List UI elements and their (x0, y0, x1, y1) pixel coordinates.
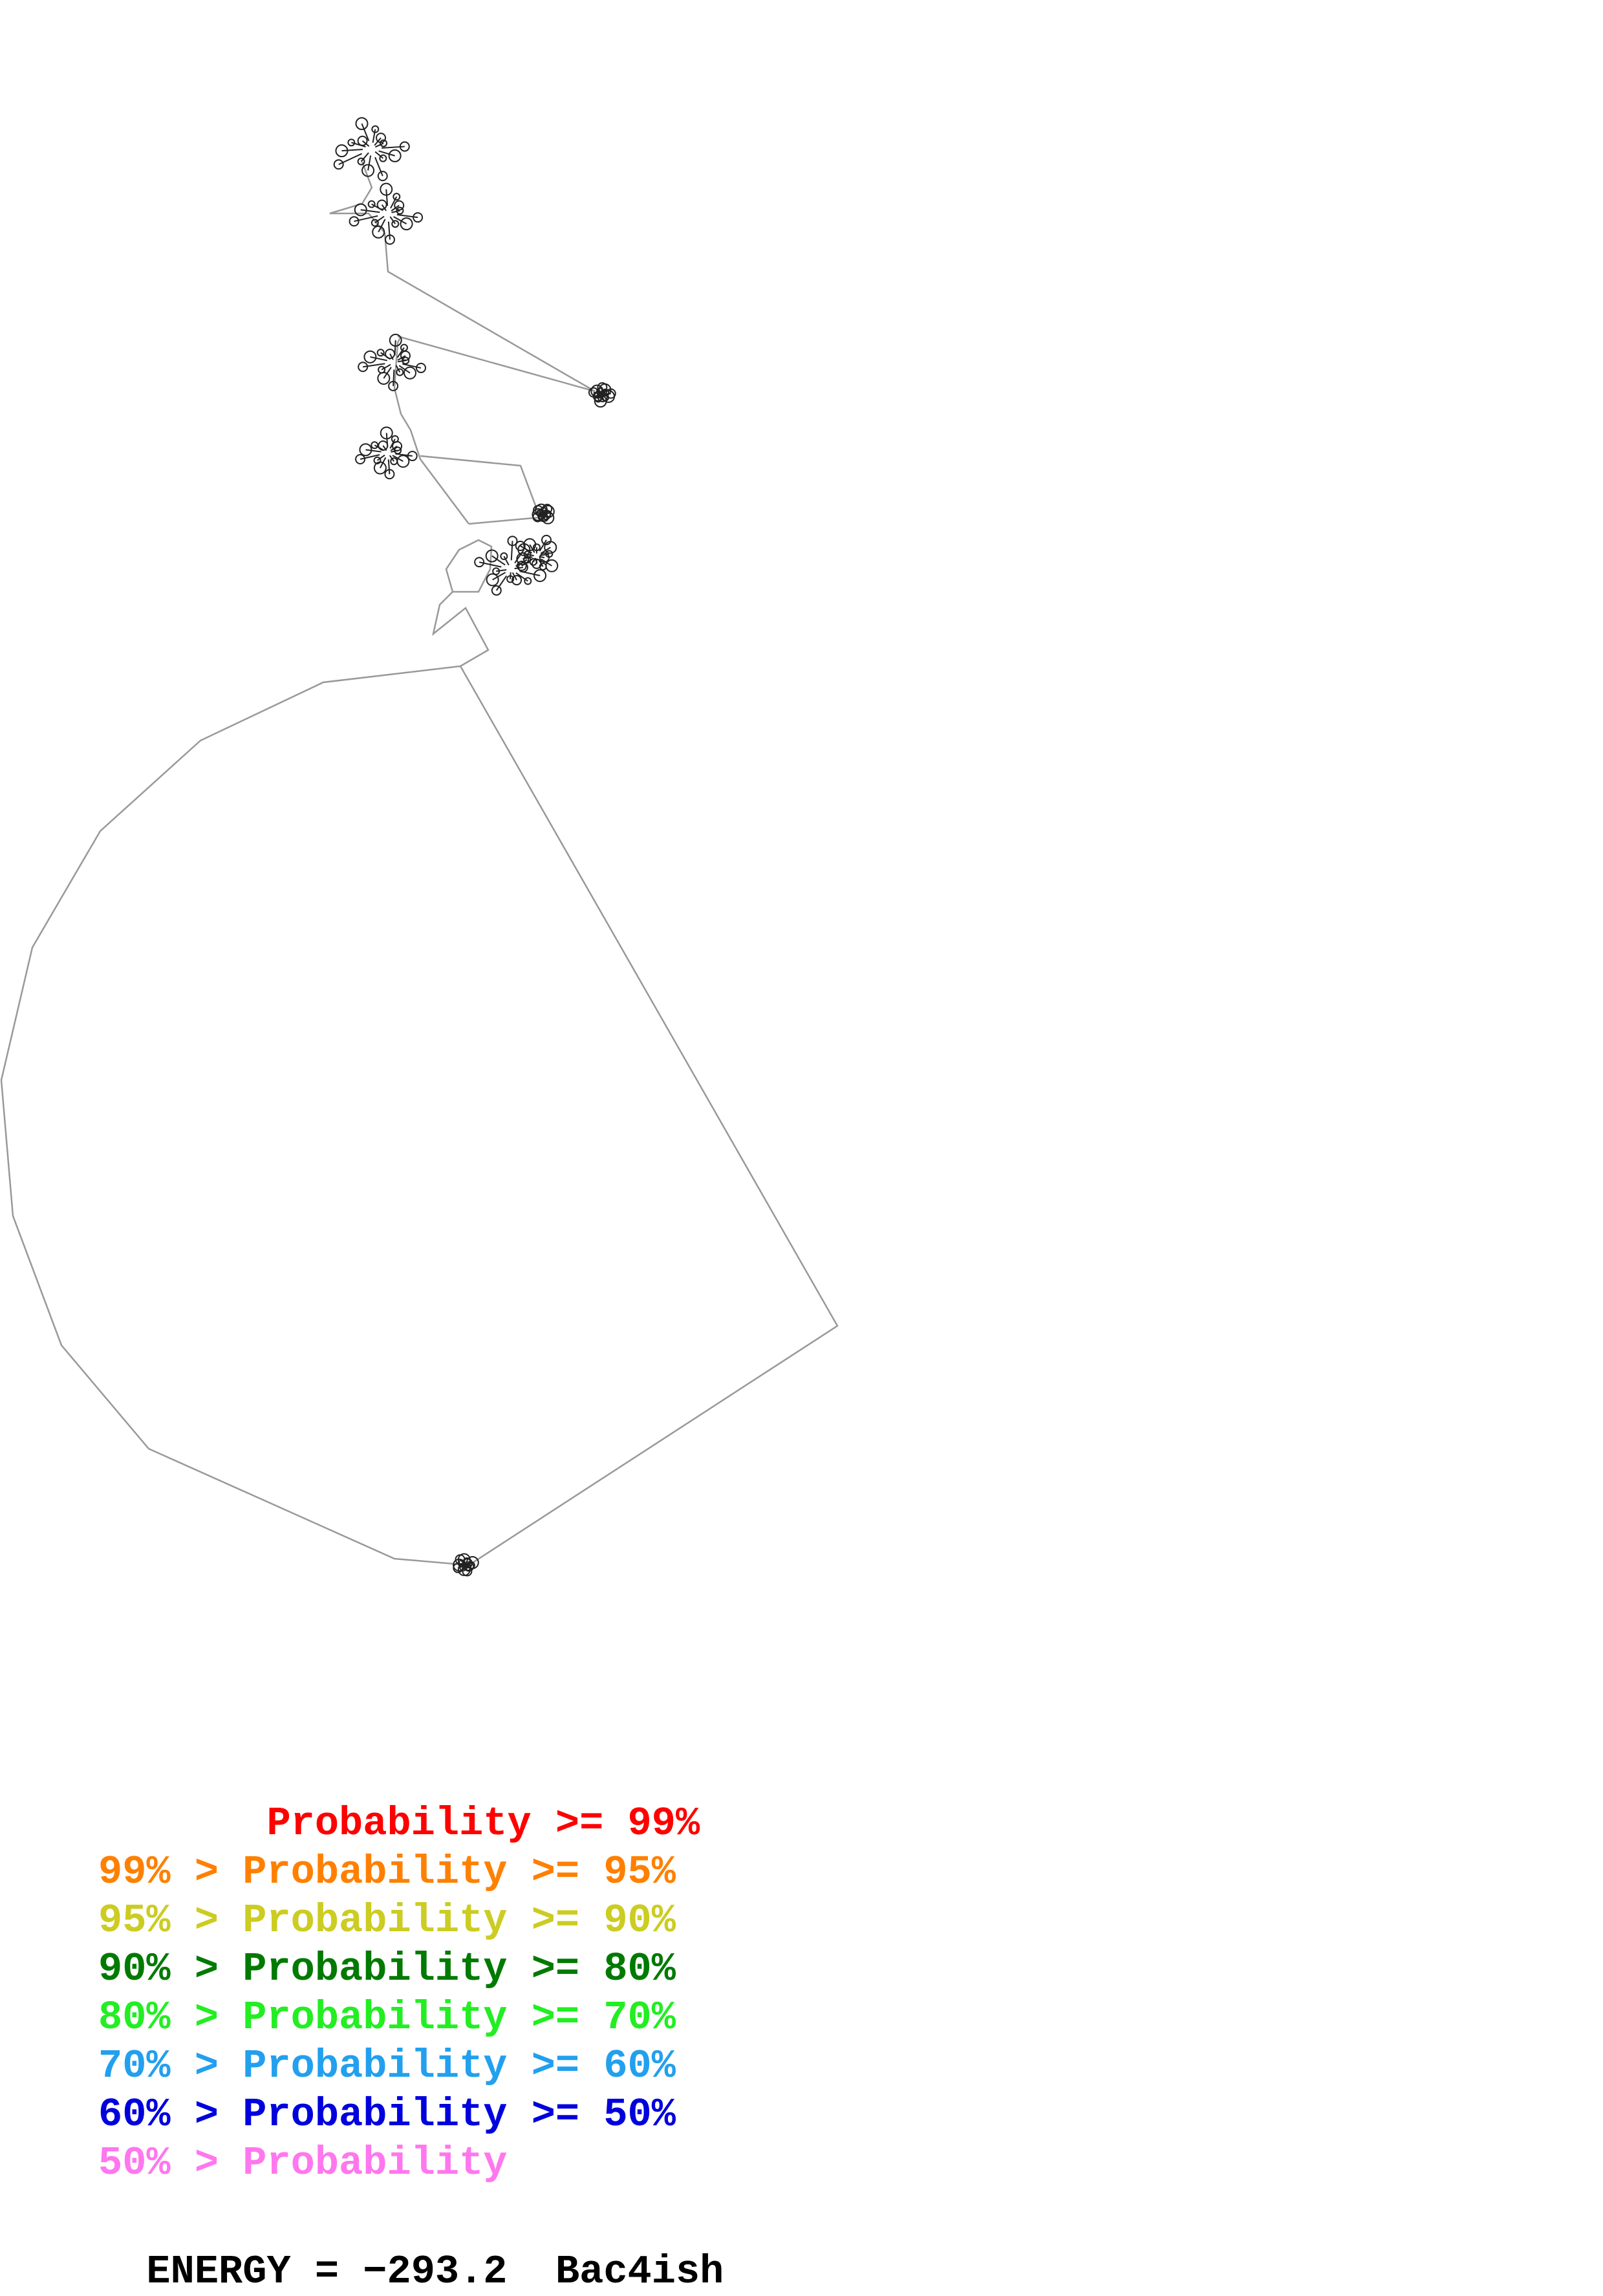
helix-stem-12 (361, 153, 369, 162)
helix-stem-28 (392, 211, 400, 213)
rna-bases (334, 118, 616, 1576)
helix-stem-92 (389, 459, 390, 474)
structure-name: Bac4ish (555, 2249, 724, 2295)
helix-stem-136 (516, 573, 528, 581)
exterior-loop (1, 666, 837, 1565)
helix-stem-72 (370, 357, 387, 361)
helix-stem-78 (395, 340, 396, 355)
probability-legend: Probability >= 99%99% > Probability >= 9… (98, 1799, 700, 2187)
legend-line-5: 80% > Probability >= 70% (98, 1993, 700, 2042)
helix-stem-36 (389, 222, 390, 240)
energy-line: ENERGY = −293.2 Bac4ish (98, 2199, 724, 2296)
helix-stem-100 (365, 449, 381, 451)
legend-line-6: 70% > Probability >= 60% (98, 2042, 700, 2090)
rna-secondary-structure (0, 0, 1603, 1617)
energy-value: ENERGY = −293.2 (146, 2249, 507, 2295)
helix-stem-10 (368, 156, 371, 171)
legend-line-8: 50% > Probability (98, 2139, 700, 2187)
helix-stem-44 (361, 210, 380, 212)
legend-line-2: 99% > Probability >= 95% (98, 1848, 700, 1896)
hairpin-loop-15 (334, 160, 343, 169)
legend-line-7: 60% > Probability >= 50% (98, 2090, 700, 2139)
legend-line-1: Probability >= 99% (98, 1799, 700, 1848)
helix-stem-106 (387, 433, 388, 446)
helix-stem-126 (511, 541, 513, 560)
helix-stem-134 (520, 571, 541, 576)
long-branch-1 (420, 456, 540, 524)
helix-stem-122 (492, 556, 505, 565)
legend-line-4: 90% > Probability >= 80% (98, 1945, 700, 1993)
helix-stem-64 (393, 370, 394, 386)
stem-path-1 (401, 414, 469, 524)
helix-stem-22 (362, 124, 369, 141)
helix-stem-16 (341, 149, 363, 151)
helix-stem-118 (496, 570, 506, 571)
legend-line-3: 95% > Probability >= 90% (98, 1896, 700, 1945)
